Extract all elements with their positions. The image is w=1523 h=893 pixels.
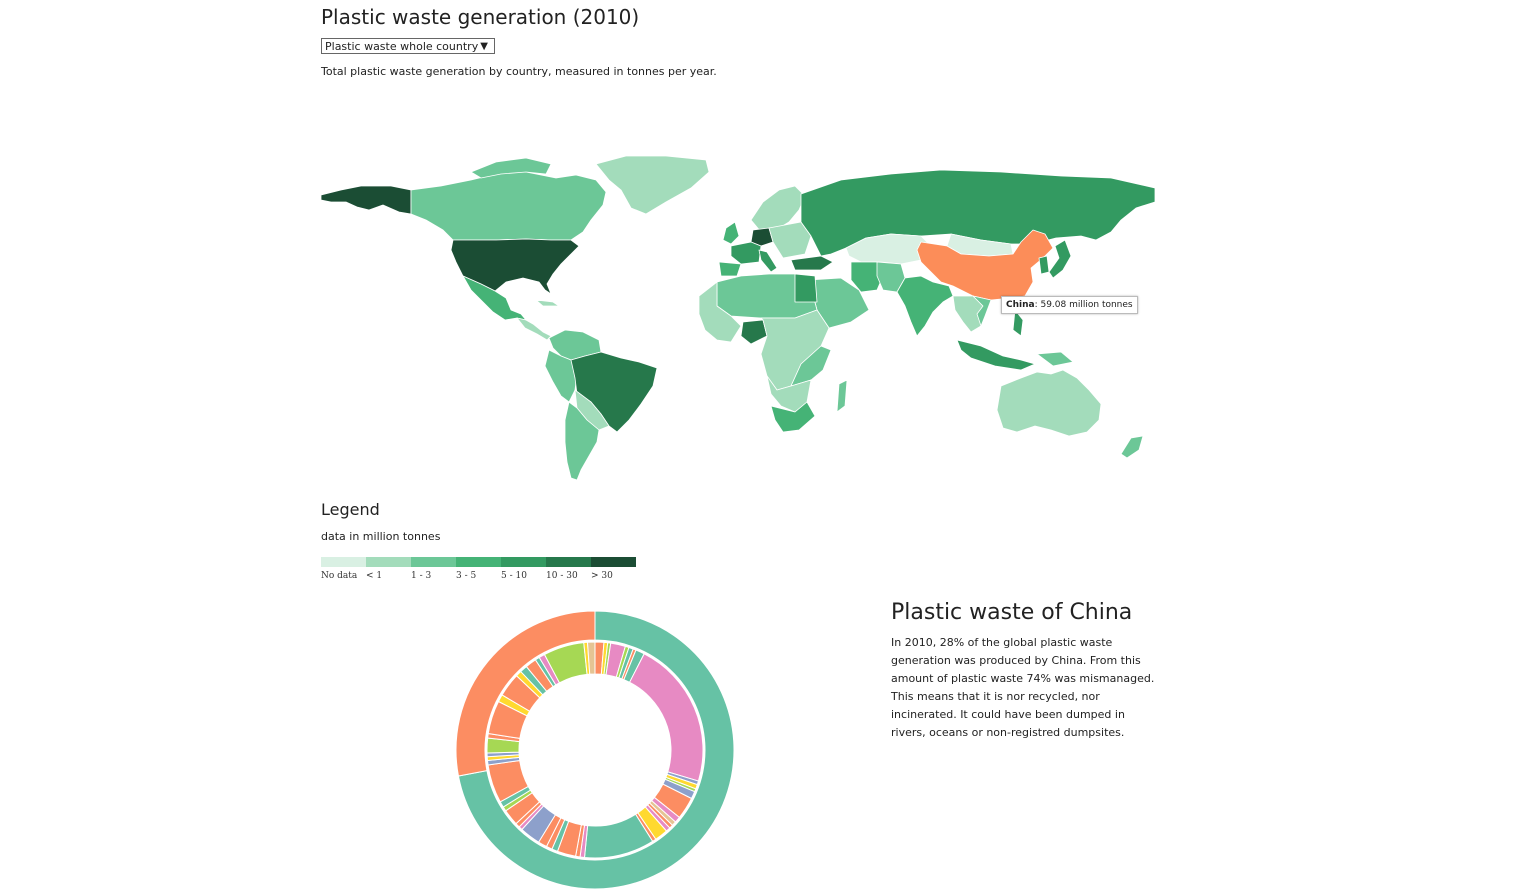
country-south-africa[interactable] xyxy=(770,401,816,433)
legend-title: Legend xyxy=(321,500,380,519)
country-spain[interactable] xyxy=(718,261,742,277)
page-title: Plastic waste generation (2010) xyxy=(321,5,640,29)
legend-swatch xyxy=(501,557,546,567)
china-waste-donut-chart xyxy=(455,610,735,890)
country-nigeria[interactable] xyxy=(740,319,768,345)
legend-unit: data in million tonnes xyxy=(321,530,441,543)
legend-label: < 1 xyxy=(366,571,383,581)
legend-label: 10 - 30 xyxy=(546,571,578,581)
china-panel-text: In 2010, 28% of the global plastic waste… xyxy=(891,636,1155,739)
country-vietnam[interactable] xyxy=(972,295,992,327)
tooltip-value: : 59.08 million tonnes xyxy=(1034,300,1133,310)
country-egypt[interactable] xyxy=(794,273,818,303)
country-uk[interactable] xyxy=(722,221,740,245)
tooltip-country: China xyxy=(1006,300,1035,310)
china-panel-title: Plastic waste of China xyxy=(891,600,1133,625)
legend-label: 3 - 5 xyxy=(456,571,477,581)
outer-ring-segment[interactable] xyxy=(457,610,735,890)
legend-label: 1 - 3 xyxy=(411,571,432,581)
triangle-down-icon: ▼ xyxy=(480,40,488,52)
map-tooltip: China: 59.08 million tonnes xyxy=(1001,296,1138,314)
country-madagascar[interactable] xyxy=(836,379,848,413)
legend-swatch xyxy=(591,557,636,567)
legend-color-bar xyxy=(321,557,636,567)
legend-swatch xyxy=(456,557,501,567)
legend-swatch xyxy=(321,557,366,567)
country-japan[interactable] xyxy=(1048,239,1072,279)
legend-label: > 30 xyxy=(591,571,613,581)
country-papua[interactable] xyxy=(1036,351,1074,367)
country-india[interactable] xyxy=(896,275,954,337)
legend-label: 5 - 10 xyxy=(501,571,527,581)
country-canada[interactable] xyxy=(410,169,607,241)
country-russia[interactable] xyxy=(800,169,1155,257)
map-description: Total plastic waste generation by countr… xyxy=(321,65,717,78)
country-argentina-chile[interactable] xyxy=(564,401,600,481)
country-china[interactable] xyxy=(916,229,1054,301)
country-germany[interactable] xyxy=(750,227,774,247)
country-new-zealand[interactable] xyxy=(1120,435,1144,459)
caribbean-islands xyxy=(535,299,560,307)
country-west-africa[interactable] xyxy=(698,281,742,343)
legend-swatch xyxy=(366,557,411,567)
country-italy[interactable] xyxy=(758,249,778,273)
outer-ring-segment[interactable] xyxy=(455,610,596,777)
dataset-selector[interactable]: Plastic waste whole country ▼ xyxy=(321,38,495,54)
dataset-selector-value: Plastic waste whole country xyxy=(325,39,479,53)
country-indonesia-malaysia[interactable] xyxy=(956,339,1036,371)
country-philippines[interactable] xyxy=(1012,309,1024,337)
country-france[interactable] xyxy=(730,241,762,265)
country-greenland[interactable] xyxy=(595,155,710,215)
country-korea[interactable] xyxy=(1038,255,1050,275)
central-america xyxy=(516,317,552,341)
legend-swatch xyxy=(546,557,591,567)
legend-swatch xyxy=(411,557,456,567)
country-alaska[interactable] xyxy=(321,185,412,215)
inner-ring-segment[interactable] xyxy=(586,641,596,675)
world-choropleth-map xyxy=(321,155,1155,481)
country-peru-ecuador[interactable] xyxy=(544,349,578,403)
canada-arctic-islands xyxy=(470,157,552,179)
legend-label: No data xyxy=(321,571,358,581)
country-australia[interactable] xyxy=(996,369,1102,437)
country-turkey[interactable] xyxy=(790,255,834,271)
